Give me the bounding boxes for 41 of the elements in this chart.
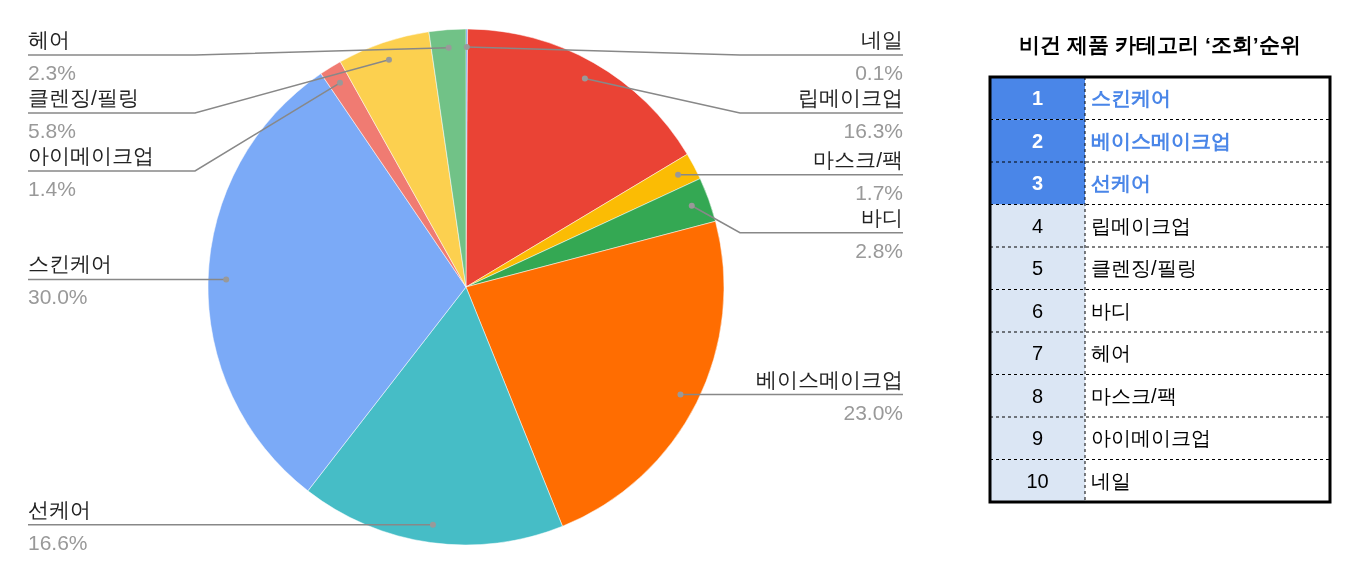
category-label: 아이메이크업 — [1091, 427, 1211, 450]
data-label: 9 — [1031, 427, 1044, 450]
data-label: 2 — [1031, 129, 1044, 152]
data-label: 2.8% — [855, 238, 903, 262]
slice-label: 아이메이크업 — [28, 144, 154, 167]
category-label: 베이스메이크업 — [1091, 129, 1231, 152]
slice-label: 선케어 — [28, 497, 91, 521]
category-label: 헤어 — [1091, 342, 1131, 365]
data-label: 3 — [1031, 172, 1044, 195]
slice-label: 헤어 — [28, 28, 70, 51]
category-label: 스킨케어 — [1091, 87, 1171, 110]
data-label: 30.0% — [28, 285, 88, 309]
slice-label: 스킨케어 — [28, 252, 112, 276]
data-label: 5.8% — [28, 119, 76, 142]
slice-label: 네일 — [861, 28, 903, 51]
slice-label: 베이스메이크업 — [756, 367, 903, 391]
text: 비건 제품 카테고리 ‘조회’순위 — [1019, 33, 1301, 56]
data-label: 6 — [1031, 299, 1044, 322]
slice-label: 마스크/팩 — [813, 147, 903, 171]
category-label: 마스크/팩 — [1091, 384, 1177, 407]
data-label: 2.3% — [28, 61, 76, 84]
data-label: 1.4% — [28, 177, 76, 200]
data-label: 7 — [1031, 342, 1044, 365]
slice-label: 바디 — [861, 205, 903, 229]
data-label: 10 — [1026, 469, 1049, 492]
data-label: 0.1% — [855, 61, 903, 84]
slice-label: 립메이크업 — [798, 86, 903, 109]
data-label: 23.0% — [843, 400, 903, 424]
data-label: 1.7% — [855, 180, 903, 204]
category-label: 네일 — [1091, 469, 1131, 492]
category-label: 바디 — [1091, 299, 1131, 322]
data-label: 16.6% — [28, 530, 88, 554]
slice-label: 클렌징/필링 — [28, 86, 139, 109]
data-label: 8 — [1031, 384, 1044, 407]
category-label: 립메이크업 — [1091, 214, 1191, 237]
data-label: 1 — [1031, 87, 1044, 110]
data-label: 5 — [1031, 257, 1044, 280]
category-label: 클렌징/필링 — [1091, 257, 1197, 280]
data-label: 16.3% — [843, 119, 903, 142]
data-label: 4 — [1031, 214, 1044, 237]
category-label: 선케어 — [1091, 172, 1151, 195]
